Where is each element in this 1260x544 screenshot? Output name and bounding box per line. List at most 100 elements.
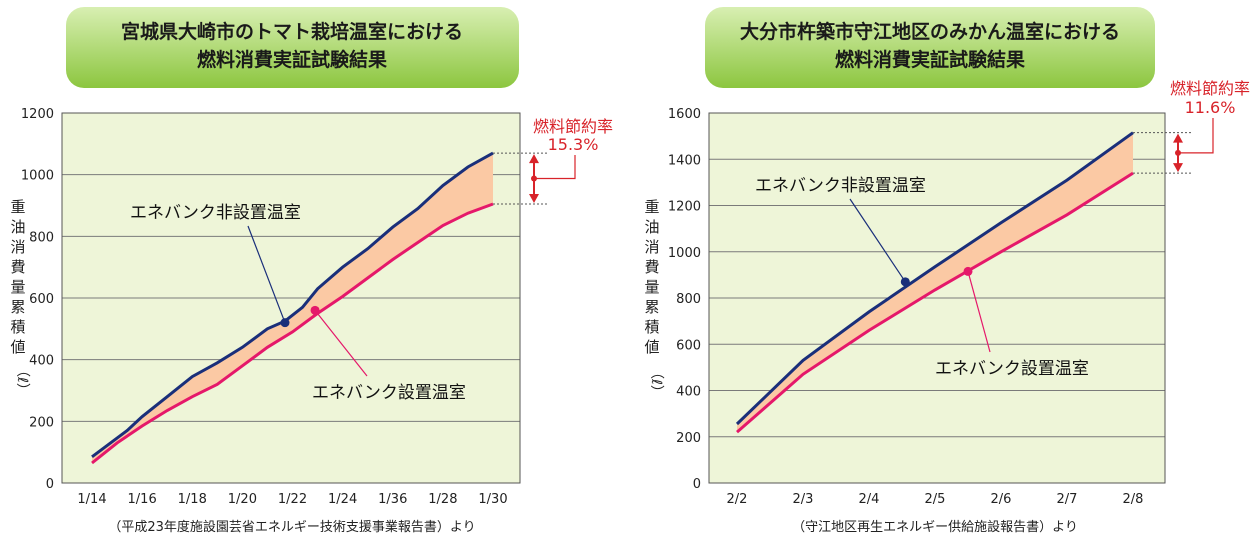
savings-leader — [1178, 118, 1214, 154]
series-line-non-installed — [735, 131, 1134, 426]
y-axis-title-char: 重 — [644, 198, 659, 216]
savings-arrow-up — [529, 154, 539, 164]
x-tick-label: 1/16 — [128, 492, 157, 507]
series-line-non-installed — [91, 151, 494, 459]
x-tick-label: 2/4 — [859, 492, 880, 507]
callout-point — [900, 277, 910, 287]
y-axis-unit: （ℓ） — [648, 365, 664, 399]
y-axis-title-char: 消 — [10, 238, 25, 256]
callout-label: エネバンク非設置温室 — [755, 176, 926, 196]
y-axis-title-char: 累 — [10, 298, 25, 316]
y-tick-label: 400 — [676, 385, 701, 400]
savings-gap-area — [92, 153, 493, 463]
x-tick-label: 1/22 — [278, 492, 307, 507]
y-axis-title-char: 累 — [644, 298, 659, 316]
y-axis-title-char: 積 — [644, 318, 659, 336]
savings-value: 15.3% — [548, 135, 599, 154]
callout-label: エネバンク非設置温室 — [130, 203, 301, 223]
series-line-installed — [736, 171, 1134, 434]
callout-leader — [247, 225, 286, 323]
y-tick-label: 600 — [676, 338, 701, 353]
x-tick-label: 2/6 — [991, 492, 1012, 507]
chart-title-line-2: 燃料消費実証試験結果 — [835, 48, 1025, 71]
chart-title-line-2: 燃料消費実証試験結果 — [197, 48, 387, 71]
y-tick-label: 400 — [29, 354, 54, 369]
y-axis-title-char: 量 — [644, 278, 659, 296]
callout-label: エネバンク設置温室 — [935, 359, 1089, 379]
y-axis: 0 200 400 600 800 1000 1200 1400 1600 — [668, 107, 701, 492]
y-axis-title-char: 重 — [10, 198, 25, 216]
callout-point — [963, 266, 973, 276]
y-tick-label: 1200 — [668, 200, 701, 215]
y-tick-label: 200 — [29, 415, 54, 430]
y-tick-label: 1000 — [21, 169, 54, 184]
x-tick-label: 1/20 — [228, 492, 257, 507]
chart-source-note: （守江地区再生エネルギー供給施設報告書）より — [792, 519, 1078, 535]
y-tick-label: 0 — [46, 477, 54, 492]
y-tick-label: 600 — [29, 292, 54, 307]
y-axis: 0 200 400 600 800 1000 1200 — [21, 107, 54, 492]
chart-title-line-1: 大分市杵築市守江地区のみかん温室における — [740, 20, 1120, 43]
chart-title-box — [66, 7, 519, 88]
y-tick-label: 1400 — [668, 153, 701, 168]
y-axis-title-char: 値 — [644, 338, 659, 356]
x-tick-label: 1/18 — [178, 492, 207, 507]
callout-leader — [967, 271, 991, 353]
callout-label: エネバンク設置温室 — [312, 383, 466, 403]
x-tick-label: 1/28 — [428, 492, 457, 507]
plot-border — [708, 112, 1166, 484]
x-tick-label: 2/5 — [925, 492, 946, 507]
x-axis: 1/14 1/16 1/18 1/20 1/22 1/24 1/36 1/28 1/30 — [77, 492, 507, 507]
callout-point — [310, 305, 320, 315]
chart-title-box — [705, 7, 1155, 88]
x-tick-label: 1/36 — [378, 492, 407, 507]
savings-arrow-down — [529, 193, 539, 203]
chart-source-note: （平成23年度施設園芸省エネルギー技術支援事業報告書）より — [108, 519, 475, 535]
y-tick-label: 1600 — [668, 107, 701, 122]
savings-gap-area — [737, 132, 1133, 433]
y-axis-title-char: 値 — [10, 338, 25, 356]
savings-arrow-up — [1173, 133, 1183, 143]
x-tick-label: 2/8 — [1123, 492, 1144, 507]
x-axis: 2/2 2/3 2/4 2/5 2/6 2/7 2/8 — [727, 492, 1144, 507]
callout-point — [280, 318, 290, 328]
plot-border — [61, 112, 521, 484]
savings-label: 燃料節約率 — [533, 117, 613, 136]
y-axis-title-char: 油 — [10, 218, 25, 236]
x-tick-label: 1/24 — [328, 492, 357, 507]
chart-title-line-1: 宮城県大崎市のトマト栽培温室における — [121, 20, 463, 43]
savings-value: 11.6% — [1185, 98, 1236, 117]
chart-mikan-greenhouse: 大分市杵築市守江地区のみかん温室における 燃料消費実証試験結果 0 200 400 6… — [644, 7, 1250, 535]
y-axis-title-char: 消 — [644, 238, 659, 256]
savings-leader — [534, 155, 576, 180]
series-line-installed — [91, 202, 494, 465]
y-tick-label: 0 — [693, 477, 701, 492]
y-tick-label: 800 — [29, 230, 54, 245]
x-tick-label: 2/2 — [727, 492, 748, 507]
y-axis-title-char: 油 — [644, 218, 659, 236]
y-axis-unit: （ℓ） — [14, 363, 30, 397]
y-tick-label: 1000 — [668, 246, 701, 261]
grid — [708, 112, 1166, 484]
y-axis-title-char: 量 — [10, 278, 25, 296]
x-tick-label: 2/3 — [793, 492, 814, 507]
savings-label: 燃料節約率 — [1170, 79, 1250, 98]
savings-arrow-down — [1173, 163, 1183, 173]
y-axis-title-char: 費 — [644, 258, 659, 276]
y-axis-title-char: 積 — [10, 318, 25, 336]
callout-leader — [849, 198, 906, 283]
y-axis-title-char: 費 — [10, 258, 25, 276]
y-tick-label: 200 — [676, 431, 701, 446]
y-tick-label: 1200 — [21, 107, 54, 122]
callout-leader — [314, 309, 368, 377]
chart-tomato-greenhouse: 宮城県大崎市のトマト栽培温室における 燃料消費実証試験結果 0 200 400 600… — [10, 7, 613, 535]
x-tick-label: 1/30 — [478, 492, 507, 507]
